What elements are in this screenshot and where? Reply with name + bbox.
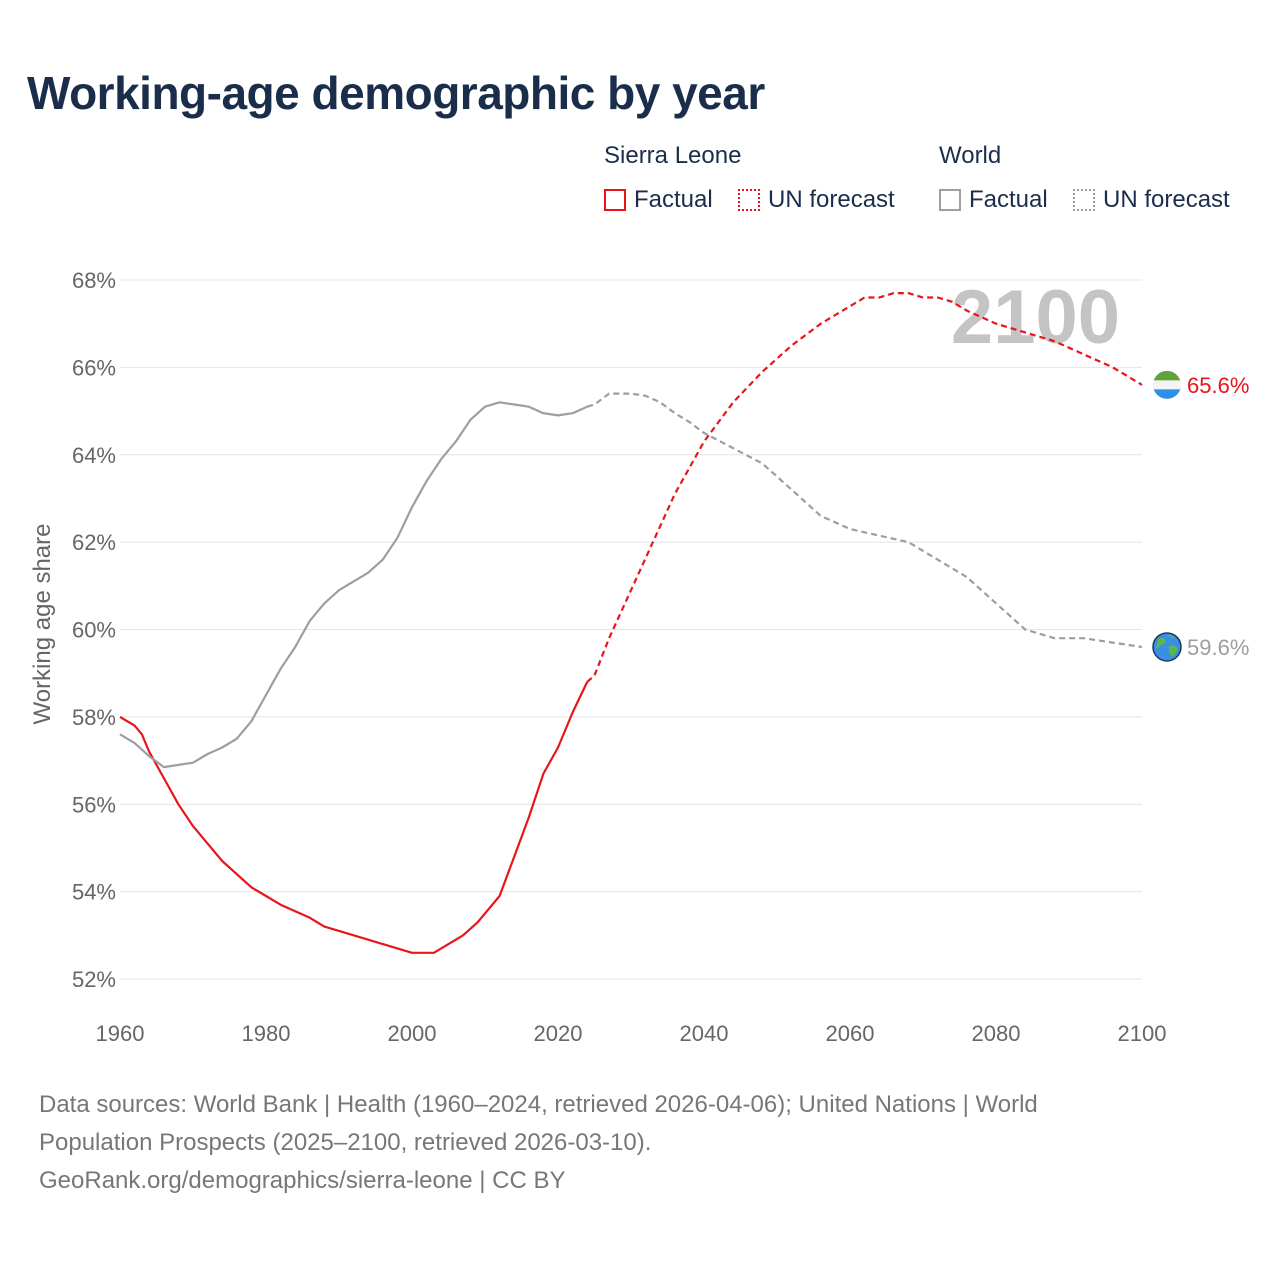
legend-swatch-solid-red xyxy=(604,189,626,211)
footer-line: Population Prospects (2025–2100, retriev… xyxy=(39,1129,652,1156)
y-tick-label: 60% xyxy=(72,618,116,643)
x-tick-label: 2100 xyxy=(1118,1021,1167,1046)
chart-title: Working-age demographic by year xyxy=(27,67,765,119)
y-tick-label: 64% xyxy=(72,443,116,468)
legend-label: Factual xyxy=(969,186,1048,213)
footer-sources: Data sources: World Bank | Health (1960–… xyxy=(39,1086,1159,1200)
series-end-label: 59.6% xyxy=(1187,635,1249,660)
legend-swatch-solid-gray xyxy=(939,189,961,211)
legend-label: UN forecast xyxy=(768,186,895,213)
y-tick-label: 54% xyxy=(72,880,116,905)
series-end-markers: 65.6% 59.6% xyxy=(1152,370,1249,662)
legend-swatch-dotted-gray xyxy=(1073,189,1095,211)
y-axis-ticks: 52% 54% 56% 58% 60% 62% 64% 66% 68% xyxy=(72,268,116,992)
y-tick-label: 66% xyxy=(72,355,116,380)
gridlines xyxy=(120,279,1142,980)
legend-item-world-factual[interactable]: Factual xyxy=(939,186,1048,214)
x-tick-label: 2000 xyxy=(388,1021,437,1046)
series-lines xyxy=(119,292,1143,954)
legend-label: UN forecast xyxy=(1103,186,1230,213)
x-tick-label: 2080 xyxy=(972,1021,1021,1046)
y-tick-label: 56% xyxy=(72,792,116,817)
legend-label: Factual xyxy=(634,186,713,213)
x-tick-label: 2060 xyxy=(826,1021,875,1046)
x-tick-label: 2020 xyxy=(534,1021,583,1046)
y-tick-label: 62% xyxy=(72,530,116,555)
globe-icon xyxy=(1152,632,1182,662)
footer-line: Data sources: World Bank | Health (1960–… xyxy=(39,1091,1038,1118)
current-year-watermark: 2100 xyxy=(951,275,1120,360)
footer-source-link[interactable]: GeoRank.org/demographics/sierra-leone | … xyxy=(39,1167,566,1194)
series-line-sierra-leone-forecast[interactable] xyxy=(586,292,1143,683)
y-tick-label: 68% xyxy=(72,268,116,293)
y-axis-label: Working age share xyxy=(29,524,56,725)
legend: Sierra Leone Factual UN forecast World F… xyxy=(604,142,1254,222)
sierra-leone-flag-icon xyxy=(1153,370,1181,399)
series-line-world-forecast[interactable] xyxy=(586,392,1143,649)
legend-item-sierra-leone-forecast[interactable]: UN forecast xyxy=(738,186,895,214)
x-tick-label: 2040 xyxy=(680,1021,729,1046)
x-axis-ticks: 1960 1980 2000 2020 2040 2060 2080 2100 xyxy=(96,1021,1167,1046)
series-line-sierra-leone-factual[interactable] xyxy=(119,681,589,954)
legend-swatch-dotted-red xyxy=(738,189,760,211)
y-tick-label: 52% xyxy=(72,967,116,992)
legend-item-world-forecast[interactable]: UN forecast xyxy=(1073,186,1230,214)
line-chart: 2100 52% 54% 56% 58% 60% 62% 64% 66% 68% 1960 198… xyxy=(29,268,1249,1046)
y-tick-label: 58% xyxy=(72,705,116,730)
series-line-world-factual[interactable] xyxy=(119,401,588,769)
legend-item-sierra-leone-factual[interactable]: Factual xyxy=(604,186,713,214)
x-tick-label: 1980 xyxy=(242,1021,291,1046)
x-tick-label: 1960 xyxy=(96,1021,145,1046)
series-end-label: 65.6% xyxy=(1187,373,1249,398)
legend-group-sierra-leone: Sierra Leone xyxy=(604,142,742,169)
legend-group-world: World xyxy=(939,142,1002,169)
